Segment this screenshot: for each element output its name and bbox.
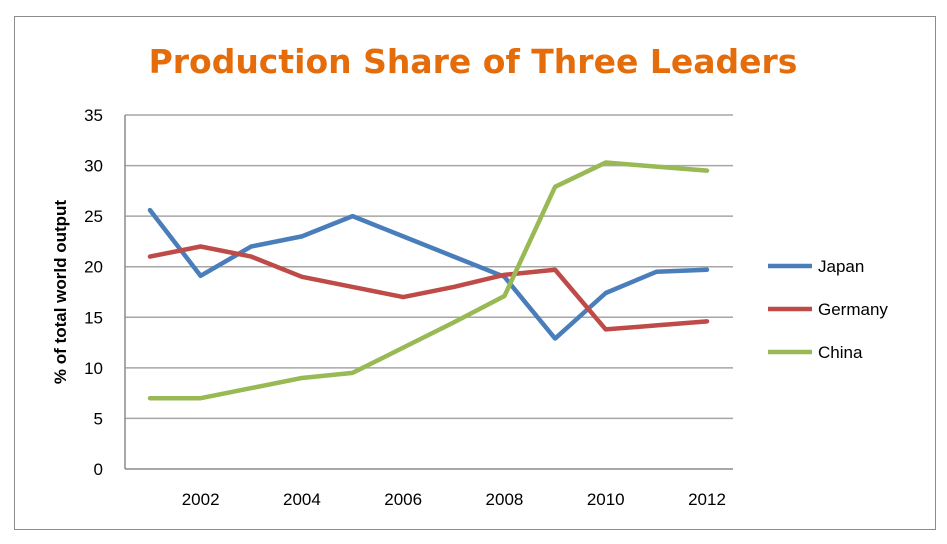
legend-label: Germany	[818, 300, 888, 319]
y-axis-label: % of total world output	[51, 200, 70, 384]
chart-frame	[14, 16, 936, 530]
chart-title: Production Share of Three Leaders	[149, 42, 798, 81]
y-tick-label: 15	[84, 308, 103, 327]
y-tick-label: 35	[84, 106, 103, 125]
y-tick-label: 10	[84, 359, 103, 378]
y-tick-label: 25	[84, 207, 103, 226]
x-tick-label: 2012	[688, 490, 726, 509]
x-tick-label: 2004	[283, 490, 321, 509]
y-tick-label: 30	[84, 157, 103, 176]
y-tick-label: 5	[94, 409, 103, 428]
x-tick-label: 2008	[486, 490, 524, 509]
y-tick-label: 20	[84, 258, 103, 277]
legend-label: China	[818, 343, 863, 362]
series-line-germany	[147, 244, 710, 332]
x-tick-label: 2010	[587, 490, 625, 509]
legend-label: Japan	[818, 257, 864, 276]
x-tick-label: 2002	[182, 490, 220, 509]
series-line-japan	[147, 207, 710, 341]
x-tick-label: 2006	[384, 490, 422, 509]
series-line-china	[147, 160, 710, 401]
y-tick-label: 0	[94, 460, 103, 479]
